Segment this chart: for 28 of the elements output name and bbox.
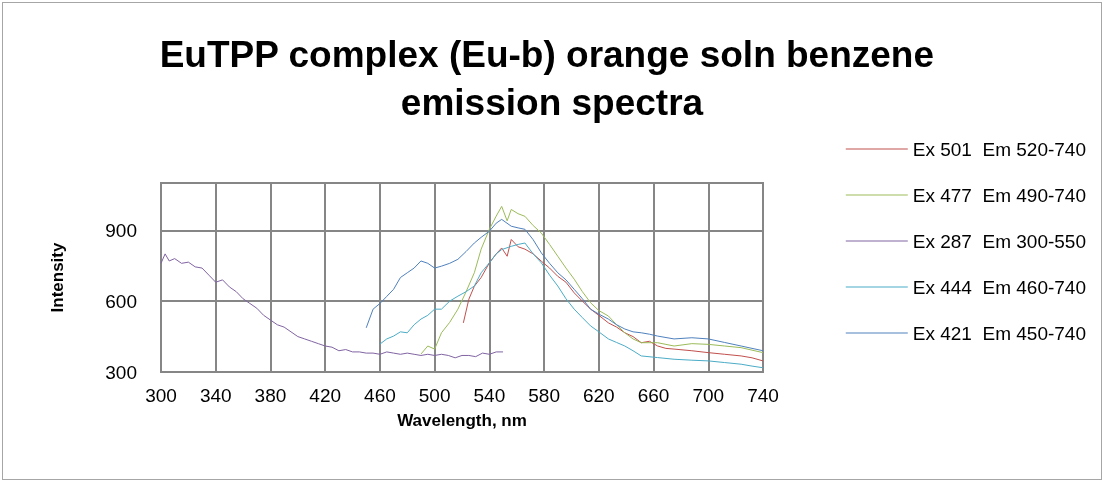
x-tick-label: 300 (145, 385, 177, 406)
x-tick-label: 740 (747, 385, 779, 406)
y-axis-title: Intensity (48, 242, 67, 313)
line-series (160, 253, 504, 359)
legend-label: Ex 287 Em 300-550 (912, 230, 1086, 252)
x-tick-label: 580 (528, 385, 560, 406)
line-series (365, 218, 764, 352)
legend-label: Ex 477 Em 490-740 (912, 184, 1086, 206)
line-series (379, 242, 764, 369)
x-tick-label: 340 (199, 385, 232, 406)
legend-label: Ex 501 Em 520-740 (912, 138, 1086, 160)
line-series (420, 205, 764, 355)
legend-label: Ex 444 Em 460-740 (912, 276, 1086, 298)
x-tick-label: 660 (637, 385, 670, 406)
legend-label: Ex 421 Em 450-740 (912, 322, 1086, 344)
x-axis-title: Wavelength, nm (397, 411, 527, 430)
x-tick-label: 620 (582, 385, 615, 406)
x-tick-label: 500 (418, 385, 451, 406)
x-tick-label: 700 (692, 385, 725, 406)
x-tick-label: 420 (309, 385, 342, 406)
line-series (462, 238, 764, 362)
x-tick-label: 380 (254, 385, 287, 406)
x-tick-label: 460 (364, 385, 396, 406)
y-tick-label: 900 (105, 219, 137, 241)
x-tick-label: 540 (473, 385, 506, 406)
chart-title: EuTPP complex (Eu-b) orange soln benzene emission spectra (159, 33, 945, 123)
y-tick-label: 600 (105, 290, 137, 312)
y-tick-label: 300 (105, 361, 137, 383)
